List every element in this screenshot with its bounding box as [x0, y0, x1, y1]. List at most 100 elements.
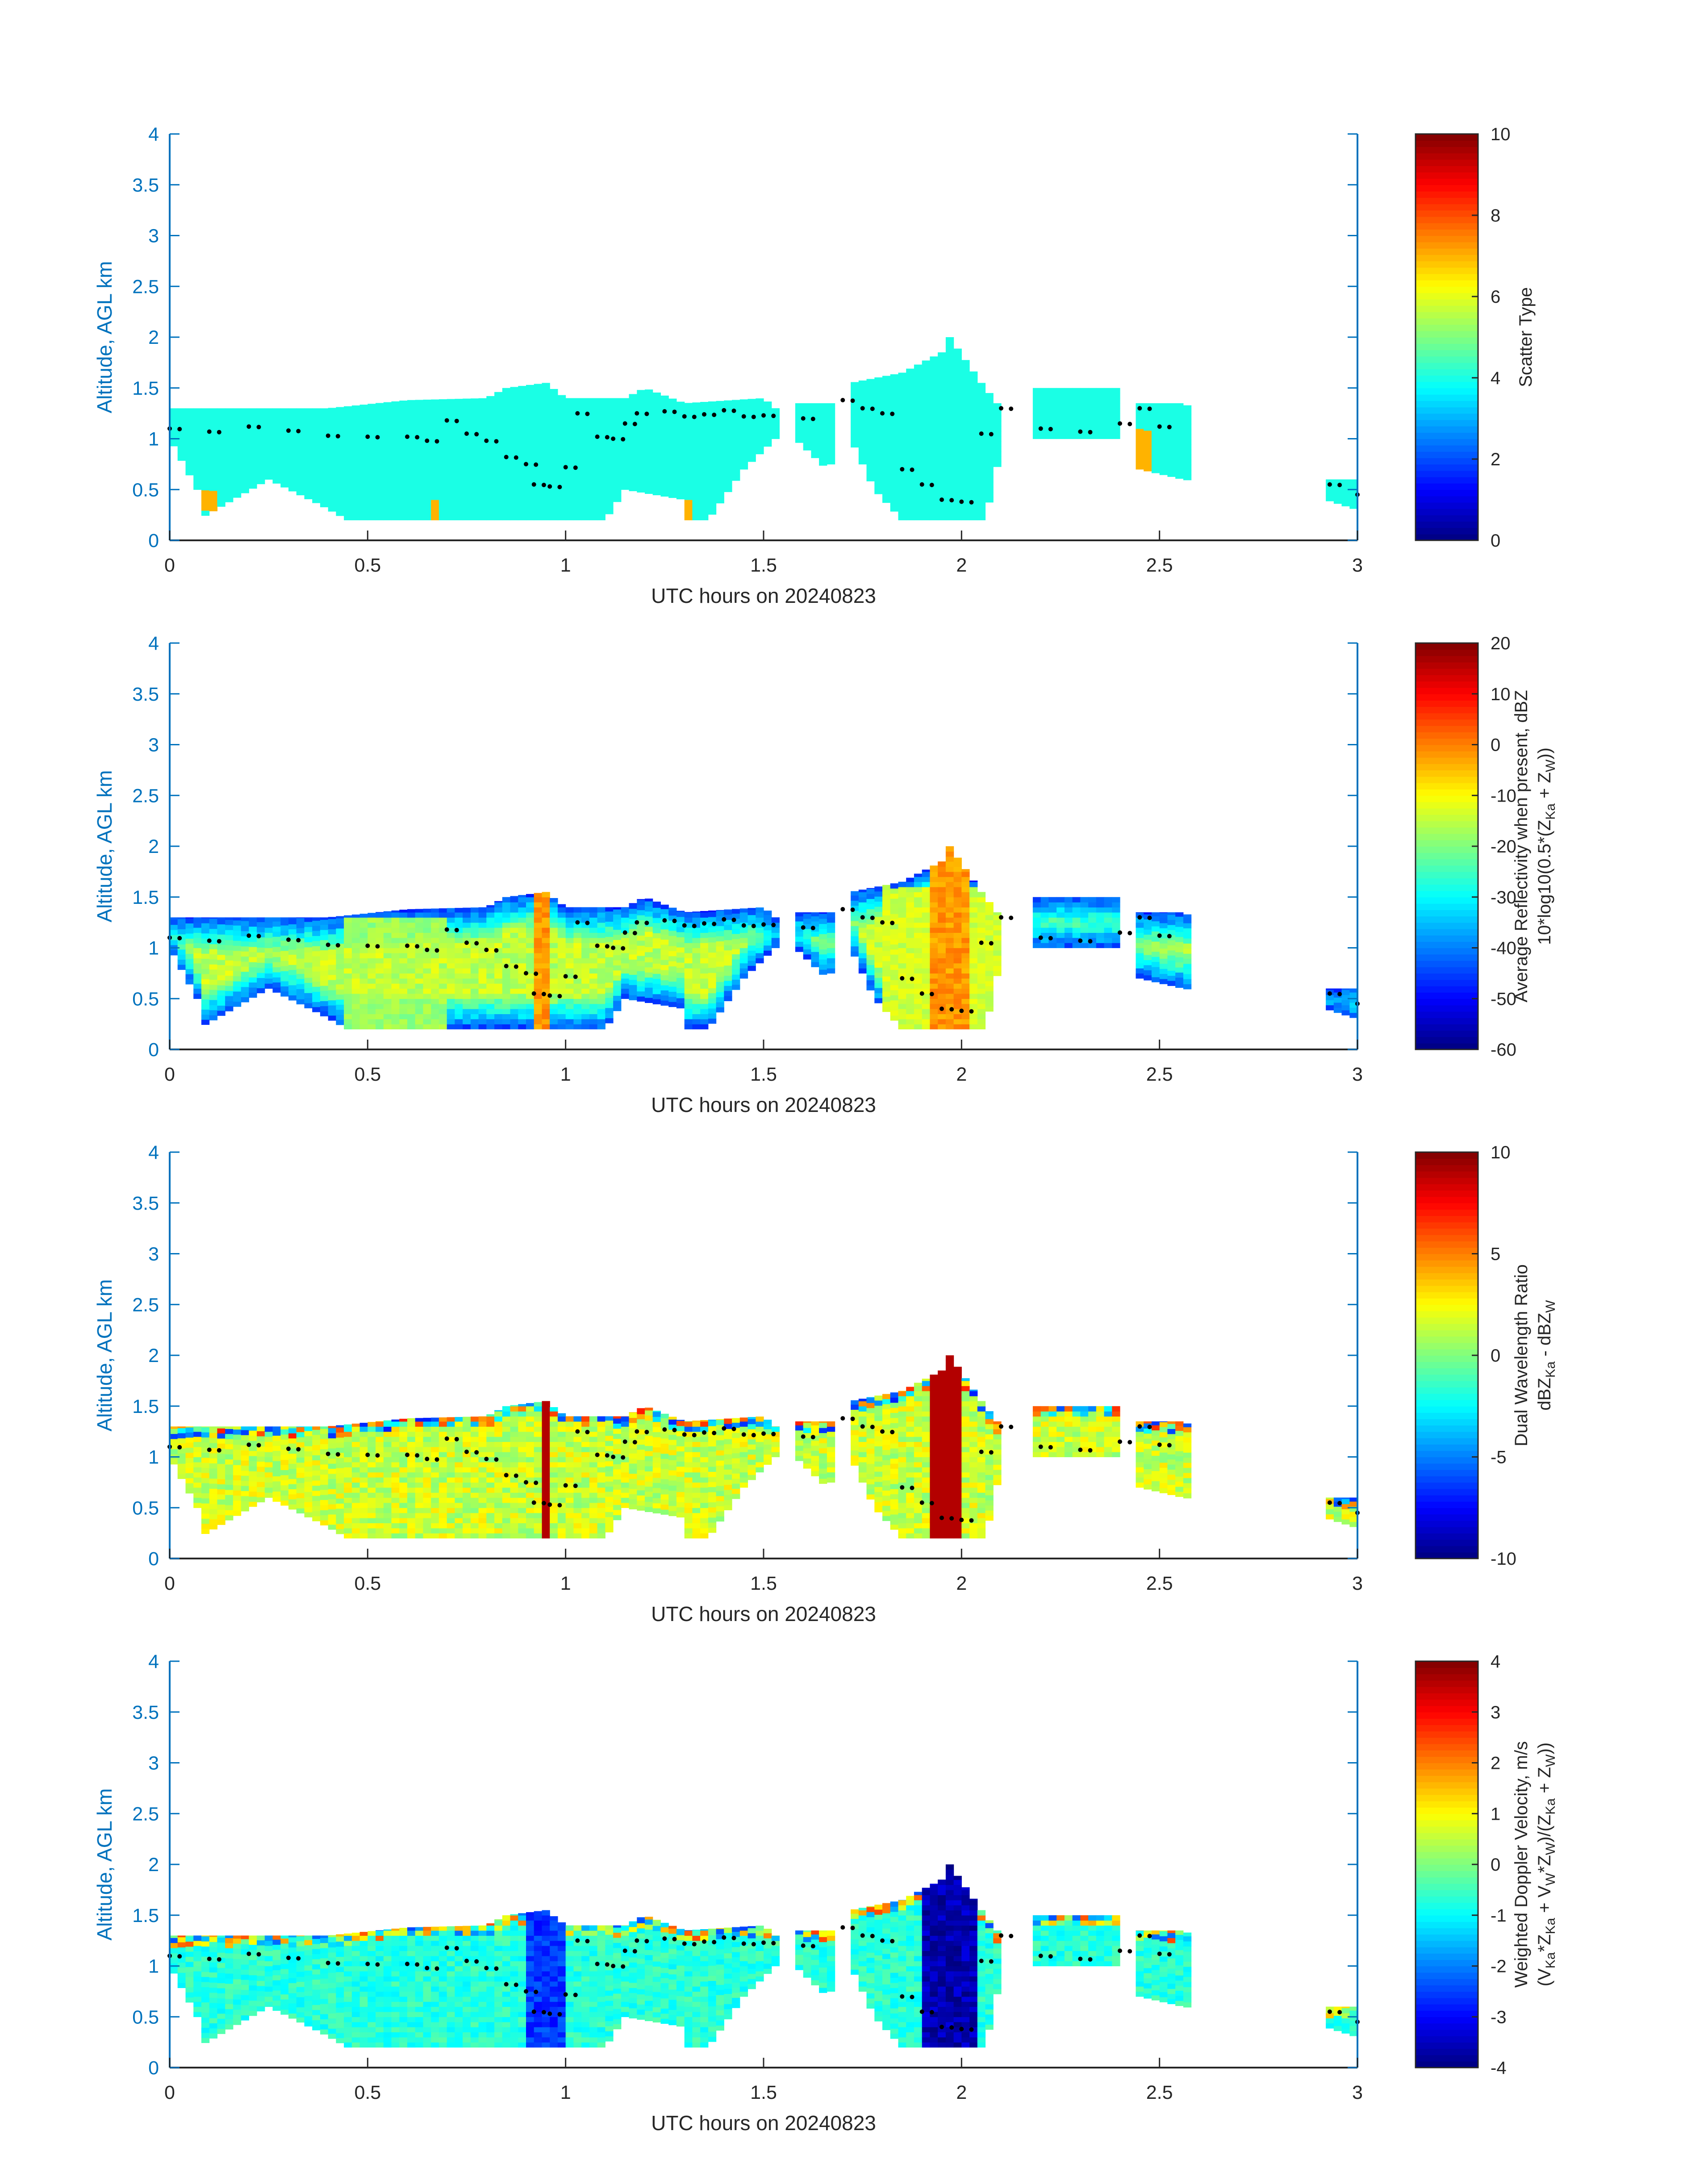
heatmap-cell: [336, 409, 344, 414]
heatmap-cell: [700, 948, 709, 953]
heatmap-cell: [264, 973, 273, 979]
heatmap-cell: [518, 500, 526, 505]
heatmap-cell: [344, 937, 352, 943]
heatmap-cell: [652, 464, 661, 470]
heatmap-cell: [1151, 407, 1160, 413]
heatmap-cell: [376, 423, 384, 429]
heatmap-cell: [945, 393, 954, 399]
heatmap-cell: [692, 428, 701, 434]
heatmap-cell: [1183, 948, 1192, 954]
heatmap-cell: [764, 436, 772, 442]
heatmap-cell: [233, 447, 242, 452]
heatmap-cell: [455, 973, 463, 979]
heatmap-cell: [890, 430, 898, 435]
heatmap-cell: [581, 505, 590, 510]
heatmap-cell: [589, 922, 598, 928]
heatmap-cell: [684, 510, 693, 515]
heatmap-cell: [637, 401, 645, 406]
heatmap-cell: [724, 400, 732, 406]
heatmap-cell: [866, 888, 875, 894]
heatmap-cell: [328, 455, 336, 461]
heatmap-cell: [1175, 422, 1184, 428]
heatmap-cell: [455, 908, 463, 913]
heatmap-cell: [438, 988, 447, 994]
heatmap-cell: [557, 922, 566, 928]
heatmap-cell: [376, 1019, 384, 1024]
heatmap-cell: [906, 1009, 915, 1014]
heatmap-cell: [724, 986, 732, 991]
heatmap-cell: [431, 978, 439, 984]
heatmap-cell: [383, 1009, 392, 1014]
x-tick-label: 1: [560, 555, 571, 576]
heatmap-cell: [945, 454, 954, 460]
heatmap-cell: [423, 978, 431, 984]
melting-layer-point: [207, 429, 212, 434]
heatmap-cell: [423, 449, 431, 455]
heatmap-cell: [819, 419, 827, 425]
heatmap-cell: [605, 926, 614, 932]
heatmap-cell: [1159, 974, 1168, 979]
heatmap-cell: [359, 963, 368, 969]
heatmap-cell: [383, 953, 392, 958]
heatmap-cell: [764, 441, 772, 447]
heatmap-cell: [494, 449, 503, 455]
heatmap-cell: [945, 912, 954, 918]
heatmap-cell: [700, 510, 709, 515]
heatmap-cell: [359, 423, 368, 429]
colorbar-step: [1416, 191, 1478, 198]
heatmap-cell: [526, 953, 535, 958]
heatmap-cell: [1144, 955, 1152, 960]
heatmap-cell: [280, 416, 289, 422]
heatmap-cell: [542, 928, 550, 933]
heatmap-cell: [288, 455, 297, 461]
heatmap-cell: [874, 387, 883, 393]
heatmap-cell: [376, 484, 384, 490]
heatmap-cell: [906, 958, 915, 964]
heatmap-cell: [938, 1009, 946, 1014]
heatmap-cell: [684, 999, 693, 1004]
heatmap-cell: [447, 449, 455, 455]
heatmap-cell: [565, 510, 574, 515]
heatmap-cell: [652, 439, 661, 445]
heatmap-cell: [930, 912, 938, 918]
heatmap-cell: [415, 973, 423, 979]
heatmap-cell: [280, 482, 289, 488]
heatmap-cell: [716, 468, 724, 473]
heatmap-cell: [542, 968, 550, 974]
heatmap-cell: [359, 1009, 368, 1014]
heatmap-cell: [613, 934, 622, 940]
heatmap-cell: [455, 1024, 463, 1030]
heatmap-cell: [756, 937, 764, 943]
heatmap-cell: [565, 515, 574, 521]
heatmap-cell: [510, 413, 518, 419]
heatmap-cell: [581, 454, 590, 460]
heatmap-cell: [660, 425, 669, 431]
heatmap-cell: [637, 446, 645, 452]
heatmap-cell: [557, 443, 566, 449]
heatmap-cell: [874, 972, 883, 978]
heatmap-cell: [351, 978, 360, 984]
heatmap-cell: [383, 999, 392, 1004]
heatmap-cell: [550, 434, 558, 439]
heatmap-cell: [724, 995, 732, 1001]
heatmap-cell: [961, 1024, 970, 1030]
heatmap-cell: [280, 456, 289, 462]
heatmap-cell: [391, 948, 400, 953]
heatmap-cell: [938, 861, 946, 867]
heatmap-cell: [502, 932, 511, 938]
heatmap-cell: [367, 922, 376, 928]
heatmap-cell: [930, 866, 938, 872]
heatmap-cell: [383, 434, 392, 439]
heatmap-cell: [470, 449, 479, 455]
heatmap-cell: [866, 445, 875, 451]
heatmap-cell: [510, 1009, 518, 1014]
heatmap-cell: [407, 474, 416, 480]
heatmap-cell: [320, 461, 329, 467]
heatmap-cell: [922, 398, 930, 404]
x-tick-label: 1.5: [750, 555, 777, 576]
heatmap-cell: [233, 965, 242, 971]
heatmap-cell: [684, 917, 693, 923]
heatmap-cell: [581, 958, 590, 964]
heatmap-cell: [613, 461, 622, 467]
heatmap-cell: [1048, 434, 1057, 439]
